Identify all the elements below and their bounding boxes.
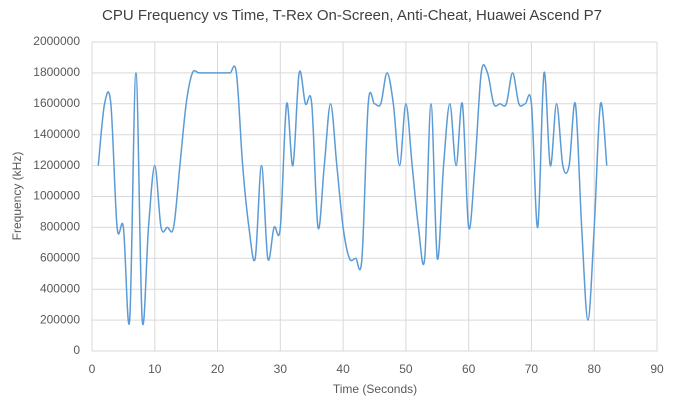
y-tick-label: 1400000	[33, 127, 80, 141]
y-tick-label: 600000	[40, 250, 80, 264]
x-tick-label: 20	[211, 362, 225, 376]
x-tick-label: 40	[336, 362, 350, 376]
x-axis-title: Time (Seconds)	[333, 382, 417, 396]
x-tick-label: 0	[89, 362, 96, 376]
x-tick-label: 10	[148, 362, 162, 376]
y-tick-label: 1600000	[33, 96, 80, 110]
y-tick-label: 400000	[40, 281, 80, 295]
y-tick-label: 800000	[40, 220, 80, 234]
y-tick-label: 200000	[40, 312, 80, 326]
y-tick-label: 2000000	[33, 34, 80, 48]
y-tick-label: 0	[73, 343, 80, 357]
x-tick-label: 50	[399, 362, 413, 376]
chart-title: CPU Frequency vs Time, T-Rex On-Screen, …	[102, 7, 602, 24]
x-tick-label: 30	[274, 362, 288, 376]
y-tick-label: 1200000	[33, 158, 80, 172]
y-tick-label: 1000000	[33, 189, 80, 203]
x-tick-label: 70	[525, 362, 539, 376]
x-tick-label: 90	[650, 362, 664, 376]
y-axis-title: Frequency (kHz)	[10, 152, 24, 241]
data-line	[97, 64, 608, 325]
y-tick-label: 1800000	[33, 65, 80, 79]
x-tick-label: 60	[462, 362, 476, 376]
x-tick-label: 80	[588, 362, 602, 376]
